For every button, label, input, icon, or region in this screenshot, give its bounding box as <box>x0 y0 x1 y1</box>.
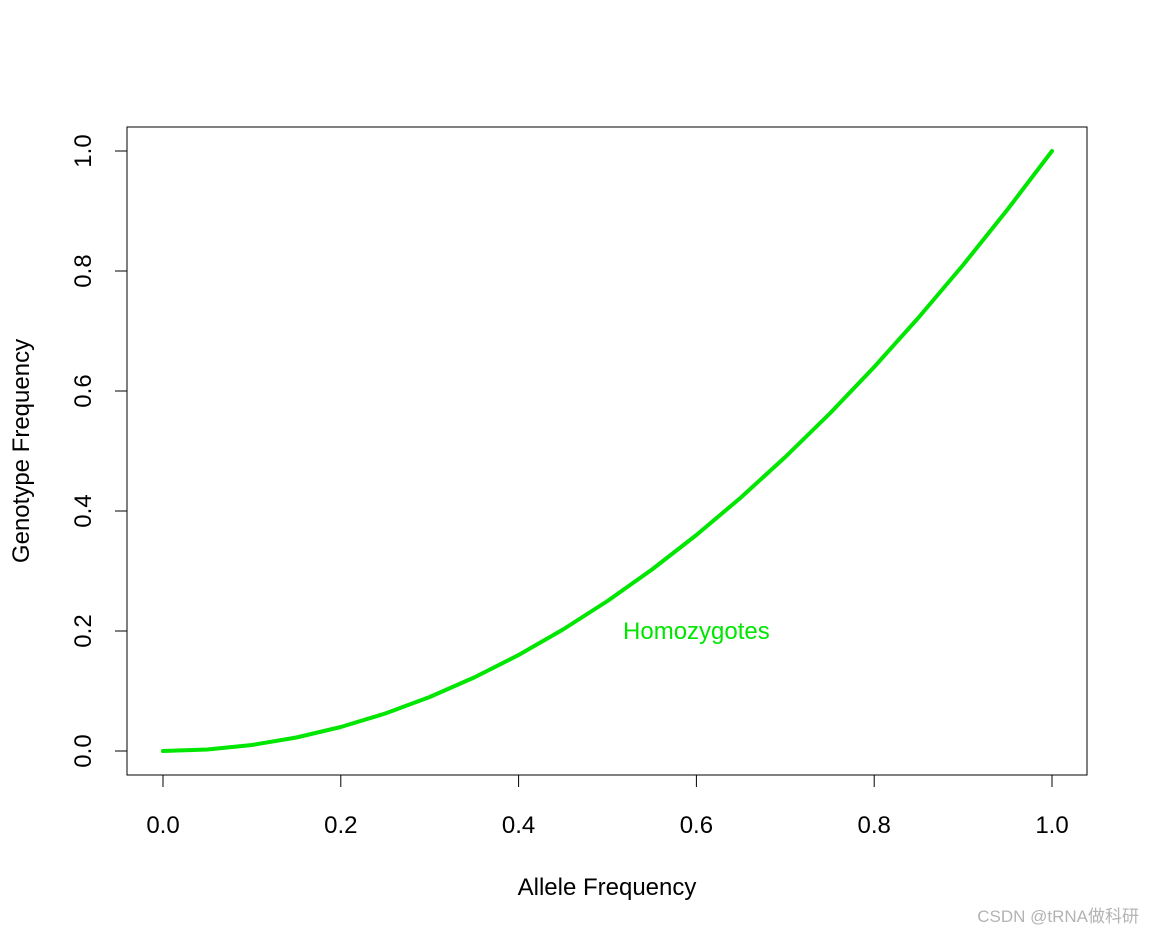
annotation-label: Homozygotes <box>623 618 770 645</box>
y-tick-label: 0.4 <box>70 494 97 527</box>
watermark: CSDN @tRNA做科研 <box>977 907 1139 926</box>
series-point <box>517 654 520 656</box>
series-point <box>428 696 431 698</box>
series-point <box>962 264 964 266</box>
y-tick-label: 1.0 <box>70 134 97 167</box>
series-point <box>473 676 475 679</box>
x-axis-title: Allele Frequency <box>518 874 697 901</box>
series-point <box>340 726 342 728</box>
series-point <box>695 534 698 536</box>
series-point <box>828 412 831 415</box>
y-tick-label: 0.8 <box>70 254 97 287</box>
series-point <box>873 366 875 368</box>
x-tick-label: 0.8 <box>858 812 891 839</box>
series-line <box>161 149 1054 753</box>
series-point <box>917 316 920 319</box>
series-point <box>784 456 787 458</box>
x-tick-label: 0.2 <box>324 812 357 839</box>
x-axis: 0.0 0.2 0.4 0.6 0.8 1.0 <box>146 774 1069 839</box>
series-point <box>1006 208 1009 211</box>
series-point <box>206 748 209 751</box>
x-tick-label: 0.0 <box>146 812 179 839</box>
series-point <box>651 568 653 571</box>
y-axis: 0.0 0.2 0.4 0.6 0.8 1.0 <box>70 134 128 768</box>
y-tick-label: 0.0 <box>70 734 97 767</box>
series-point <box>295 736 298 739</box>
y-axis-title: Genotype Frequency <box>8 339 35 563</box>
y-tick-label: 0.2 <box>70 614 97 647</box>
x-tick-label: 0.4 <box>502 812 535 839</box>
x-tick-label: 0.6 <box>680 812 713 839</box>
y-tick-label: 0.6 <box>70 374 97 407</box>
series-layer <box>161 149 1054 753</box>
series-point <box>740 496 742 499</box>
plot-frame <box>126 126 1088 776</box>
annotation-layer: Homozygotes <box>623 618 770 645</box>
series-point <box>251 744 253 746</box>
series-point <box>562 628 564 631</box>
x-tick-label: 1.0 <box>1035 812 1068 839</box>
series-point <box>162 750 164 752</box>
series-point <box>606 600 609 602</box>
series-point <box>1051 150 1053 152</box>
series-point <box>384 712 387 715</box>
